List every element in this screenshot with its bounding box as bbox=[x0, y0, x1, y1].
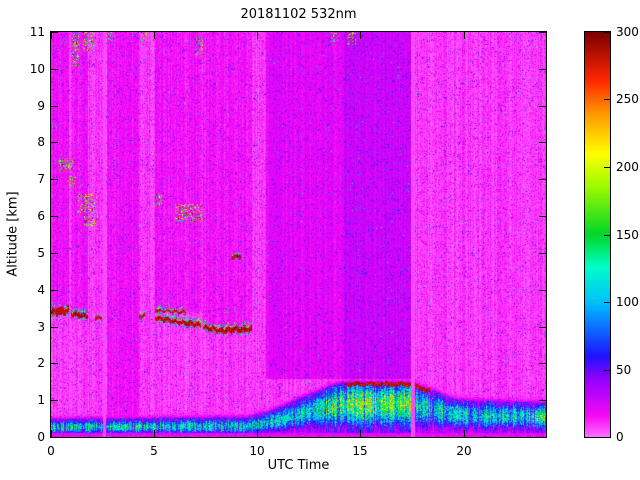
x-tick-label: 0 bbox=[47, 444, 55, 458]
y-tick bbox=[539, 327, 546, 328]
y-axis-label: Altitude [km] bbox=[5, 191, 21, 277]
x-tick bbox=[464, 430, 465, 437]
colorbar-tick bbox=[604, 32, 610, 33]
colorbar-tick-label: 0 bbox=[616, 430, 624, 444]
y-tick bbox=[51, 179, 58, 180]
y-tick-label: 3 bbox=[37, 320, 45, 334]
y-tick bbox=[51, 32, 58, 33]
colorbar-tick-label: 100 bbox=[616, 295, 639, 309]
x-tick bbox=[360, 32, 361, 39]
x-axis-label: UTC Time bbox=[267, 458, 330, 473]
y-tick bbox=[539, 400, 546, 401]
y-tick-label: 7 bbox=[37, 172, 45, 186]
y-tick-label: 6 bbox=[37, 209, 45, 223]
y-tick bbox=[51, 142, 58, 143]
y-tick bbox=[539, 437, 546, 438]
x-tick-label: 20 bbox=[456, 444, 472, 458]
y-tick-label: 1 bbox=[37, 393, 45, 407]
x-tick-label: 10 bbox=[249, 444, 265, 458]
y-tick bbox=[51, 106, 58, 107]
chart-title: 20181102 532nm bbox=[240, 7, 357, 22]
y-tick-label: 2 bbox=[37, 356, 45, 370]
y-tick bbox=[51, 327, 58, 328]
y-tick-label: 0 bbox=[37, 430, 45, 444]
y-tick bbox=[539, 216, 546, 217]
y-tick-label: 5 bbox=[37, 246, 45, 260]
colorbar-tick bbox=[604, 99, 610, 100]
y-tick bbox=[51, 400, 58, 401]
y-tick bbox=[51, 290, 58, 291]
colorbar-tick bbox=[604, 437, 610, 438]
heatmap-canvas bbox=[51, 32, 546, 437]
x-tick bbox=[154, 430, 155, 437]
x-tick-label: 15 bbox=[352, 444, 368, 458]
y-tick bbox=[539, 32, 546, 33]
y-tick bbox=[539, 253, 546, 254]
y-tick-label: 10 bbox=[29, 62, 45, 76]
y-tick-label: 11 bbox=[29, 25, 45, 39]
colorbar-tick bbox=[604, 167, 610, 168]
y-tick bbox=[51, 437, 58, 438]
colorbar-tick bbox=[604, 302, 610, 303]
y-tick-label: 8 bbox=[37, 135, 45, 149]
y-tick bbox=[539, 290, 546, 291]
x-tick bbox=[51, 32, 52, 39]
y-tick bbox=[539, 69, 546, 70]
colorbar-tick-label: 200 bbox=[616, 160, 639, 174]
colorbar-tick bbox=[604, 235, 610, 236]
x-tick bbox=[51, 430, 52, 437]
x-tick bbox=[257, 430, 258, 437]
y-tick-label: 9 bbox=[37, 99, 45, 113]
x-tick bbox=[257, 32, 258, 39]
y-tick bbox=[539, 142, 546, 143]
y-tick bbox=[539, 106, 546, 107]
colorbar-tick-label: 150 bbox=[616, 228, 639, 242]
plot-area bbox=[50, 31, 547, 438]
y-tick bbox=[539, 363, 546, 364]
colorbar-tick-label: 300 bbox=[616, 25, 639, 39]
colorbar-tick-label: 250 bbox=[616, 92, 639, 106]
y-tick-label: 4 bbox=[37, 283, 45, 297]
y-tick bbox=[51, 69, 58, 70]
x-tick bbox=[464, 32, 465, 39]
y-tick bbox=[51, 253, 58, 254]
y-tick bbox=[539, 179, 546, 180]
colorbar-tick bbox=[604, 370, 610, 371]
y-tick bbox=[51, 363, 58, 364]
x-tick-label: 5 bbox=[150, 444, 158, 458]
x-tick bbox=[360, 430, 361, 437]
y-tick bbox=[51, 216, 58, 217]
x-tick bbox=[154, 32, 155, 39]
colorbar-tick-label: 50 bbox=[616, 363, 632, 377]
